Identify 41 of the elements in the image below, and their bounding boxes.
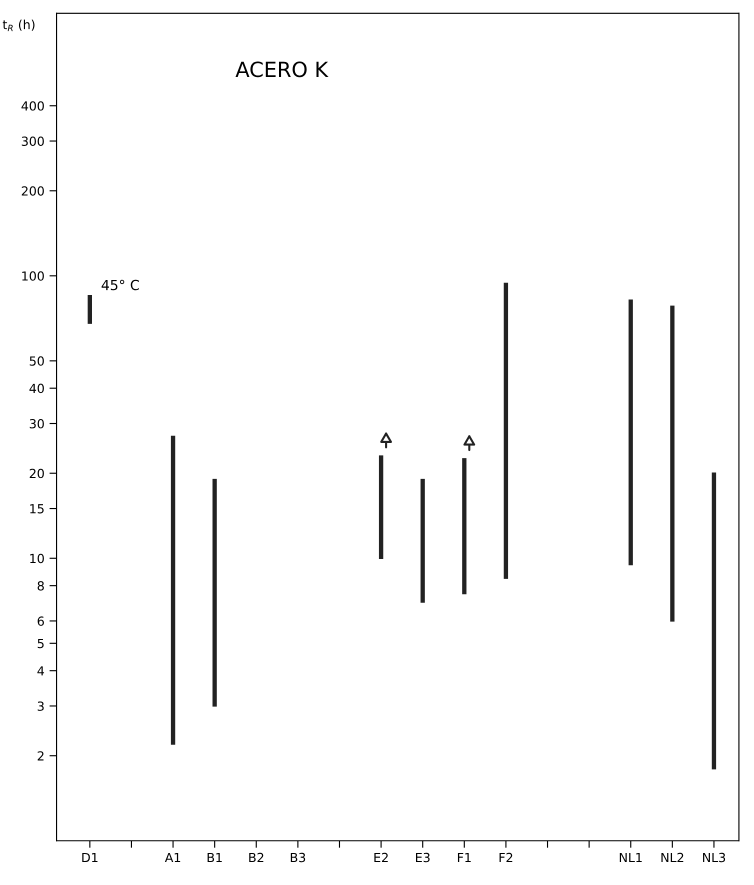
x-tick-label: NL2 [661,852,684,862]
y-axis-title: t$_{R}$ (h) [2,20,34,32]
x-tick-label: F2 [500,852,512,862]
y-tick-label: 40 [29,384,44,394]
x-tick-label: B1 [208,852,222,862]
y-tick-label: 8 [38,581,44,591]
bar [378,455,384,559]
y-tick-label: 2 [38,751,44,760]
y-tick-label: 400 [21,101,44,111]
bar [462,458,466,594]
y-tick-label: 50 [30,356,44,366]
x-tick-label: E3 [416,852,430,862]
x-tick-label: B2 [249,852,264,862]
text: ACERO K [236,61,329,78]
x-tick-label: B3 [290,852,306,862]
x-tick-label: NL1 [620,852,642,862]
bar [170,436,176,745]
y-tick-label: 15 [30,504,44,514]
annotation: 45° C [102,280,139,290]
x-tick-label: D1 [82,852,98,862]
x-tick-label: A1 [164,852,180,862]
x-tick-label: NL3 [703,852,726,862]
x-tick-label: F1 [458,852,471,862]
y-tick-label: 10 [30,554,44,564]
bar [420,478,425,603]
bar [628,299,633,566]
y-tick-label: 6 [38,616,44,626]
y-tick-label: 100 [22,271,44,281]
y-tick-label: 20 [30,468,44,478]
bar [88,295,92,324]
x-tick-label: E2 [374,852,388,862]
y-tick-label: 5 [38,638,44,648]
y-tick-label: 4 [37,666,44,676]
y-tick-label: 3 [38,701,44,711]
y-tick-label: 200 [22,186,44,196]
y-tick-label: 300 [22,136,44,146]
y-tick-label: 30 [30,418,44,428]
bar [670,306,674,622]
bar [712,472,716,770]
bar [212,478,217,707]
bar [504,282,508,579]
